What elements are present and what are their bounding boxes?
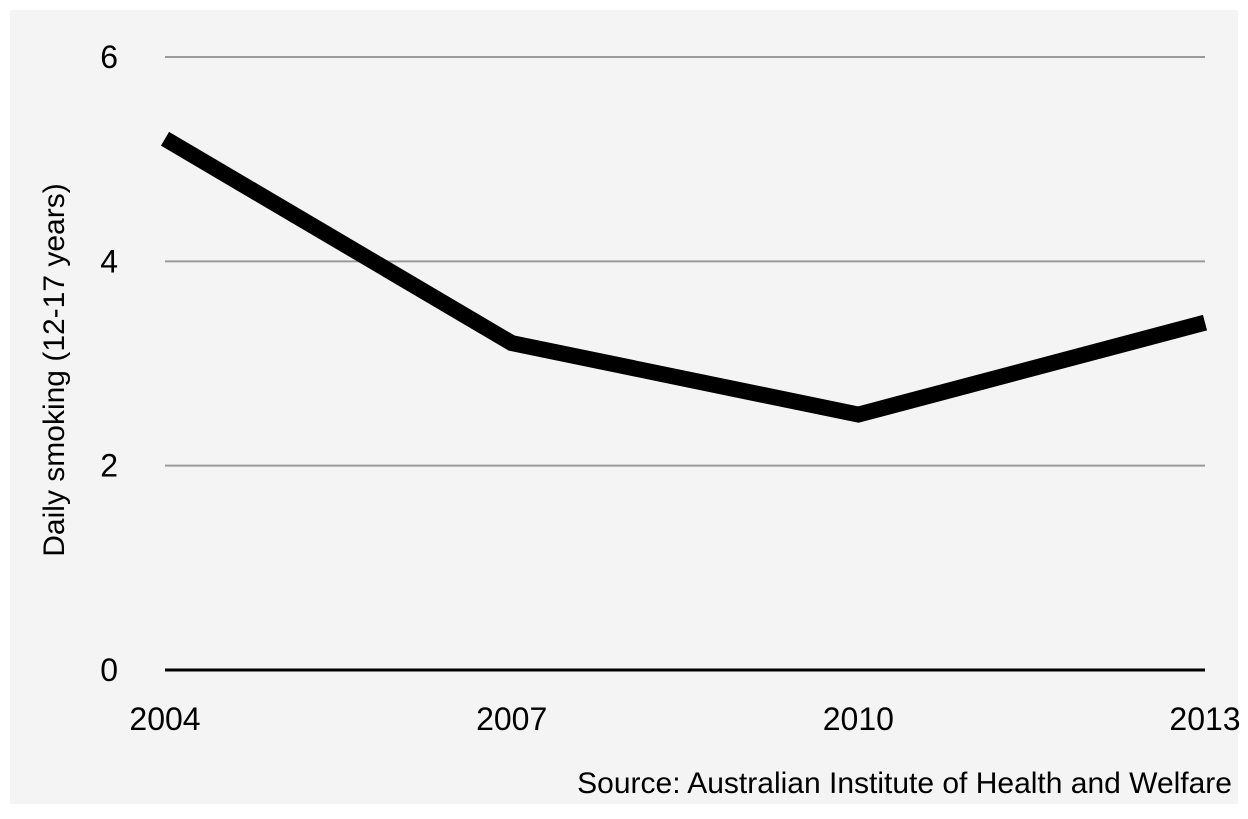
x-tick-labels: 2004 2007 2010 2013: [129, 701, 1240, 737]
y-axis-label: Daily smoking (12-17 years): [38, 183, 71, 556]
y-tick-label: 4: [100, 243, 118, 279]
x-tick-label: 2013: [1169, 701, 1240, 737]
y-tick-labels: 0 2 4 6: [100, 39, 118, 688]
x-tick-label: 2010: [823, 701, 894, 737]
x-tick-label: 2004: [129, 701, 200, 737]
source-note: Source: Australian Institute of Health a…: [577, 767, 1232, 800]
x-tick-label: 2007: [476, 701, 547, 737]
y-tick-label: 0: [100, 652, 118, 688]
chart-background: [10, 10, 1238, 804]
y-tick-label: 2: [100, 448, 118, 484]
series-line: [160, 131, 1208, 423]
series-lines: [160, 131, 1208, 423]
gridlines: [165, 56, 1205, 672]
y-tick-label: 6: [100, 39, 118, 75]
